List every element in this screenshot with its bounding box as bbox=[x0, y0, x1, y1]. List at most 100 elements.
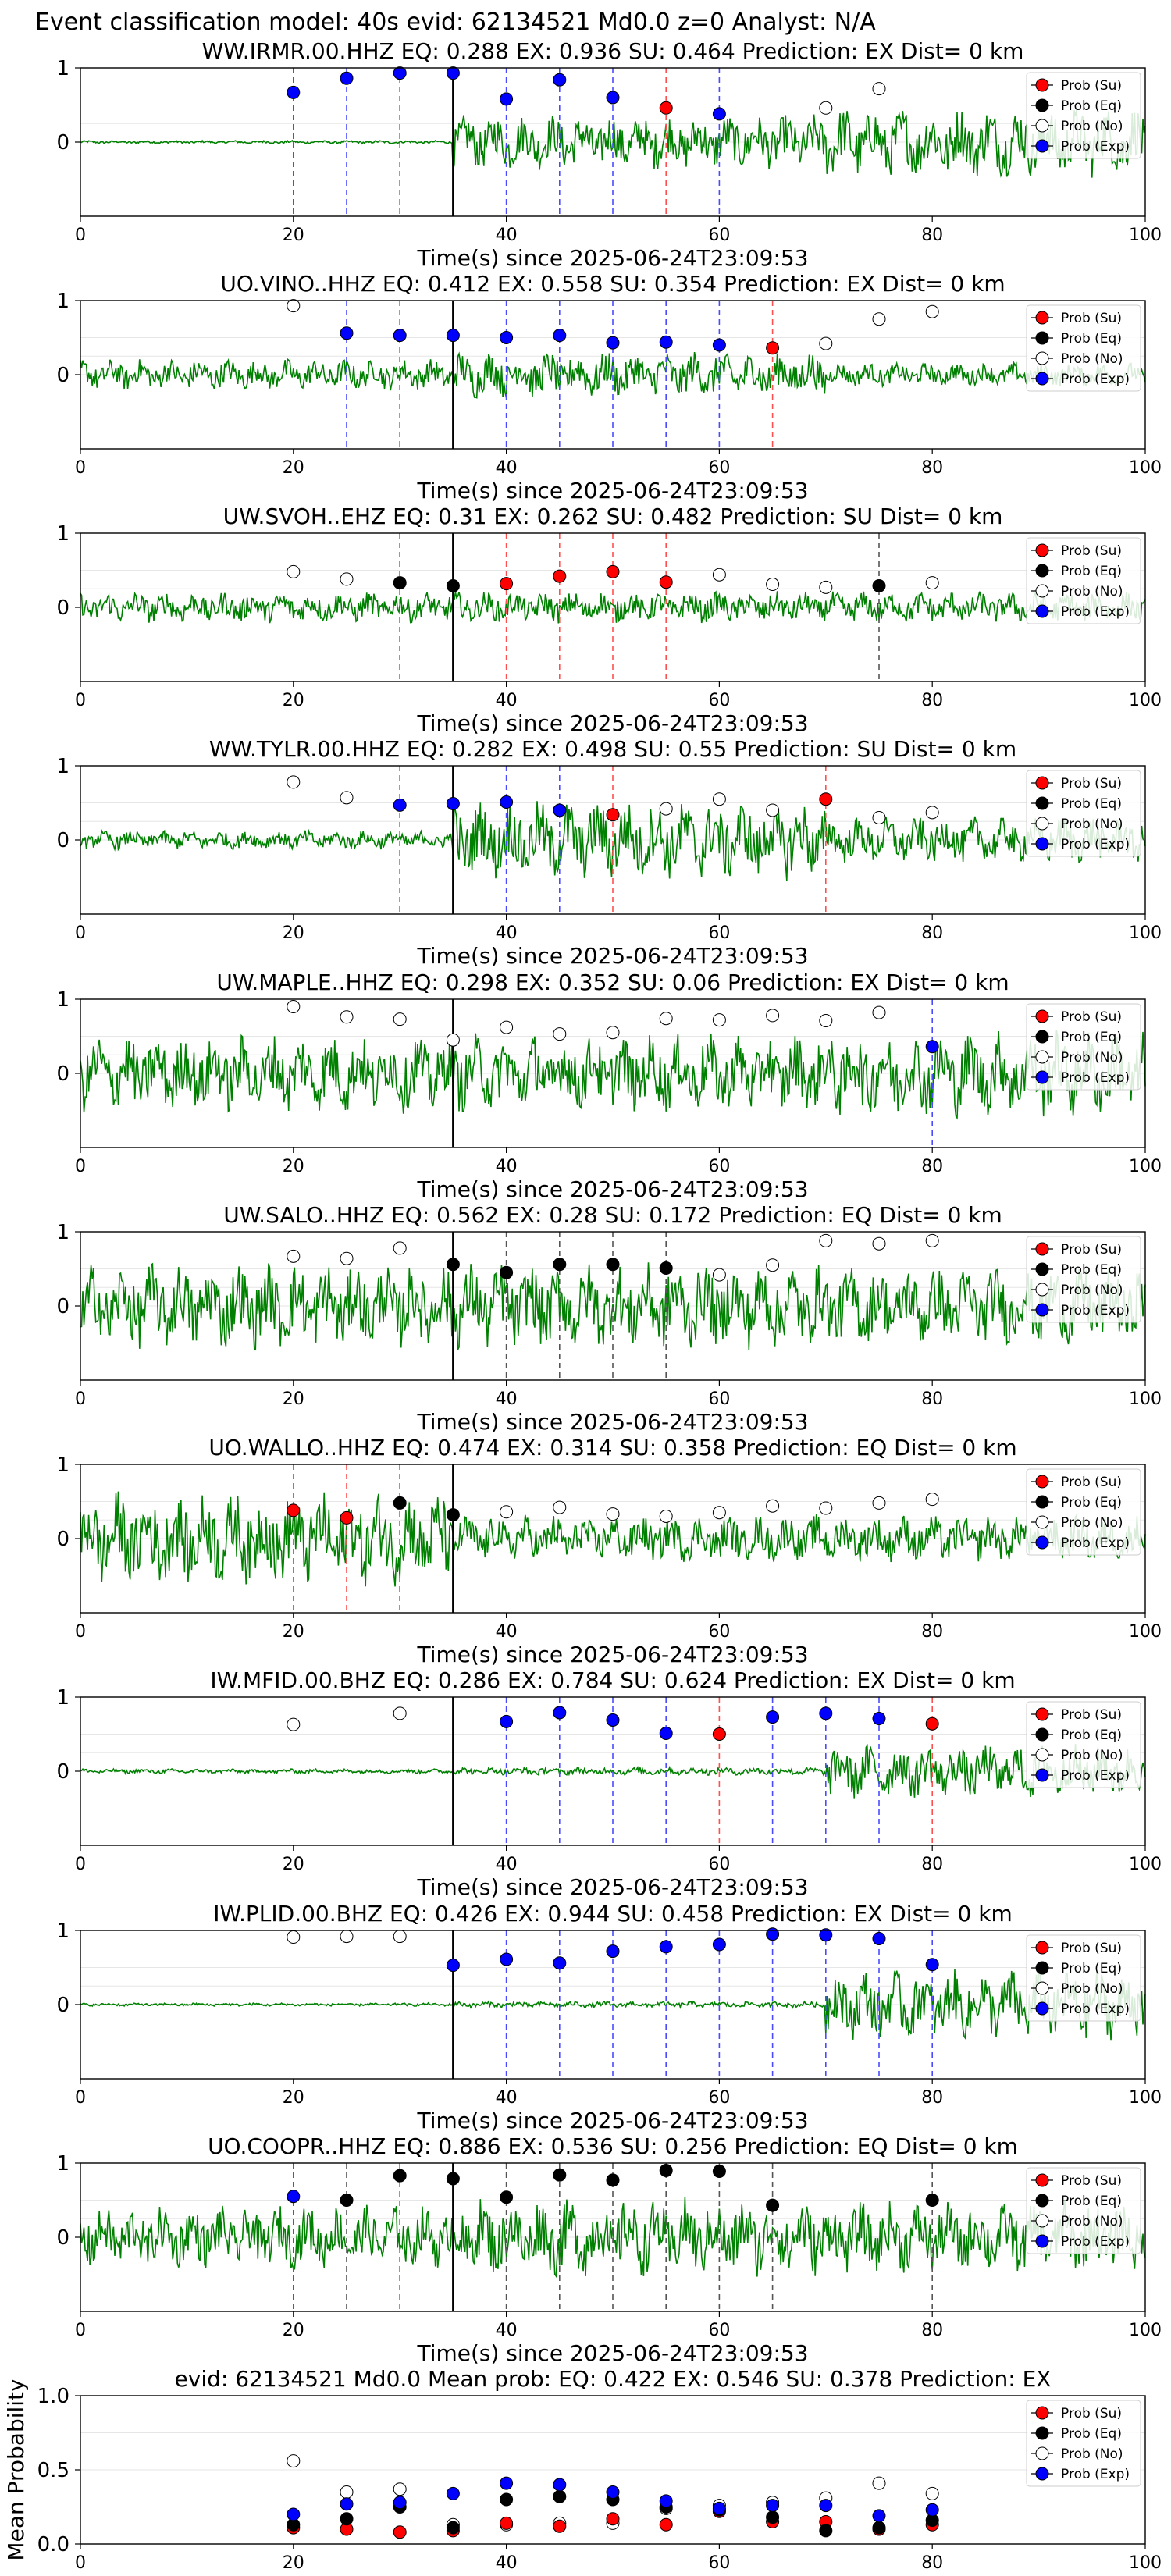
mean-panel-point-eq bbox=[446, 2521, 460, 2535]
panel-7-point-no bbox=[500, 1505, 514, 1519]
panel-4-legend-label-no: Prob (No) bbox=[1061, 817, 1123, 832]
panel-4-legend-marker-exp bbox=[1035, 837, 1049, 851]
panel-4-legend-marker-eq bbox=[1035, 796, 1049, 810]
panel-2-legend-label-no: Prob (No) bbox=[1061, 351, 1123, 367]
panel-8-title: IW.MFID.00.BHZ EQ: 0.286 EX: 0.784 SU: 0… bbox=[210, 1667, 1015, 1693]
panel-2-xlabel: Time(s) since 2025-06-24T23:09:53 bbox=[416, 478, 808, 503]
panel-10-legend-label-su: Prob (Su) bbox=[1061, 2173, 1122, 2189]
panel-6-legend-label-no: Prob (No) bbox=[1061, 1283, 1123, 1298]
panel-6-point-eq bbox=[500, 1265, 514, 1279]
panel-5-title: UW.MAPLE..HHZ EQ: 0.298 EX: 0.352 SU: 0.… bbox=[216, 970, 1009, 995]
panel-4-point-exp bbox=[393, 798, 407, 812]
panel-9-xtick-label: 40 bbox=[496, 2088, 518, 2108]
panel-5-xtick-label: 0 bbox=[75, 1157, 86, 1176]
panel-10-xtick-label: 40 bbox=[496, 2321, 518, 2340]
panel-9-legend-label-eq: Prob (Eq) bbox=[1061, 1961, 1122, 1976]
mean-panel-point-no bbox=[287, 2454, 301, 2468]
panel-5-point-no bbox=[712, 1013, 726, 1027]
panel-6-point-no bbox=[712, 1268, 726, 1282]
panel-6-title: UW.SALO..HHZ EQ: 0.562 EX: 0.28 SU: 0.17… bbox=[223, 1202, 1002, 1228]
panel-8-waveform bbox=[80, 1743, 1146, 1799]
panel-5-point-no bbox=[287, 1000, 301, 1013]
panel-7-legend-marker-eq bbox=[1035, 1495, 1049, 1509]
panel-6-legend-marker-eq bbox=[1035, 1262, 1049, 1276]
panel-3-point-su bbox=[659, 575, 673, 589]
panel-10-point-eq bbox=[766, 2198, 780, 2212]
panel-3-point-eq bbox=[446, 578, 460, 592]
panel-10-point-eq bbox=[393, 2169, 407, 2183]
panel-9-point-exp bbox=[766, 1927, 780, 1941]
panel-8-xtick-label: 60 bbox=[708, 1855, 730, 1874]
mean-panel-xtick-label: 0 bbox=[75, 2553, 86, 2573]
panel-3-point-no bbox=[712, 568, 726, 582]
panel-2-legend-marker-su bbox=[1035, 311, 1049, 325]
panel-5-legend-box bbox=[1026, 1003, 1141, 1091]
panel-5-xtick-label: 20 bbox=[283, 1157, 304, 1176]
panel-6-point-no bbox=[819, 1233, 833, 1247]
panel-2-point-exp bbox=[446, 329, 460, 343]
panel-2-legend-label-exp: Prob (Exp) bbox=[1061, 372, 1130, 387]
panel-5-xtick-label: 40 bbox=[496, 1157, 518, 1176]
panel-9-point-exp bbox=[500, 1952, 514, 1966]
panel-3-legend-marker-eq bbox=[1035, 564, 1049, 578]
panel-5-point-no bbox=[393, 1012, 407, 1026]
mean-panel-legend-marker-su bbox=[1035, 2406, 1049, 2420]
mean-panel-point-exp bbox=[819, 2499, 833, 2513]
panel-8-point-su bbox=[925, 1717, 939, 1731]
mean-panel-point-no bbox=[925, 2486, 939, 2500]
panel-9-xlabel: Time(s) since 2025-06-24T23:09:53 bbox=[416, 2108, 808, 2133]
panel-8-xtick-label: 0 bbox=[75, 1855, 86, 1874]
panel-3-xtick-label: 100 bbox=[1129, 691, 1162, 710]
panel-1-xtick-label: 100 bbox=[1129, 226, 1162, 245]
panel-7-point-no bbox=[712, 1506, 726, 1520]
panel-9-ytick-label: 1 bbox=[56, 1920, 69, 1943]
mean-panel-ylabel: Mean Probability bbox=[3, 2379, 29, 2560]
panel-1-point-exp bbox=[606, 91, 620, 105]
panel-10-xtick-label: 60 bbox=[708, 2321, 730, 2340]
panel-6-point-no bbox=[766, 1258, 780, 1272]
panel-9-legend-label-exp: Prob (Exp) bbox=[1061, 2001, 1130, 2017]
panel-1-legend-label-no: Prob (No) bbox=[1061, 119, 1123, 134]
panel-8-xtick-label: 100 bbox=[1129, 1855, 1162, 1874]
panel-3-ytick-label: 0 bbox=[56, 596, 69, 620]
panel-10: UO.COOPR..HHZ EQ: 0.886 EX: 0.536 SU: 0.… bbox=[56, 2133, 1162, 2366]
panel-3-xtick-label: 80 bbox=[921, 691, 943, 710]
panel-7-point-su bbox=[287, 1503, 301, 1517]
panel-4-point-su bbox=[606, 808, 620, 822]
mean-panel-point-exp bbox=[712, 2501, 726, 2515]
panel-4-ytick-label: 1 bbox=[56, 755, 69, 778]
panel-1-point-no bbox=[819, 101, 833, 115]
panel-9-legend-label-no: Prob (No) bbox=[1061, 1981, 1123, 1997]
panel-10-xtick-label: 20 bbox=[283, 2321, 304, 2340]
panel-9-legend-label-su: Prob (Su) bbox=[1061, 1941, 1122, 1956]
panel-6-xtick-label: 60 bbox=[708, 1389, 730, 1409]
mean-panel-point-exp bbox=[287, 2507, 301, 2521]
panel-3-legend-marker-no bbox=[1035, 584, 1049, 598]
panel-1-xtick-label: 60 bbox=[708, 226, 730, 245]
panel-8-xtick-label: 40 bbox=[496, 1855, 518, 1874]
panel-2-point-no bbox=[872, 312, 886, 326]
panel-10-waveform bbox=[80, 2197, 1146, 2279]
panel-6-legend-box bbox=[1026, 1236, 1141, 1323]
mean-panel-point-exp bbox=[446, 2486, 460, 2500]
mean-panel-point-exp bbox=[500, 2476, 514, 2490]
panel-5-legend-label-eq: Prob (Eq) bbox=[1061, 1030, 1122, 1045]
panel-7-title: UO.WALLO..HHZ EQ: 0.474 EX: 0.314 SU: 0.… bbox=[208, 1435, 1016, 1461]
mean-panel-point-eq bbox=[819, 2524, 833, 2538]
panel-1-legend-marker-eq bbox=[1035, 98, 1049, 112]
mean-panel-xtick-label: 60 bbox=[708, 2553, 730, 2573]
panel-9-legend-box bbox=[1026, 1934, 1141, 2022]
panel-3-title: UW.SVOH..EHZ EQ: 0.31 EX: 0.262 SU: 0.48… bbox=[223, 503, 1003, 529]
panel-6-point-no bbox=[287, 1249, 301, 1263]
panel-6-point-eq bbox=[606, 1258, 620, 1272]
panel-3-xlabel: Time(s) since 2025-06-24T23:09:53 bbox=[416, 710, 808, 736]
panel-9-point-exp bbox=[925, 1958, 939, 1972]
panel-4-point-no bbox=[712, 792, 726, 806]
mean-panel-legend-marker-no bbox=[1035, 2446, 1049, 2460]
panel-8-legend-marker-no bbox=[1035, 1748, 1049, 1762]
panel-8-point-exp bbox=[659, 1727, 673, 1741]
panel-2-xtick-label: 80 bbox=[921, 458, 943, 478]
panel-2-point-exp bbox=[712, 338, 726, 352]
panel-1-xtick-label: 0 bbox=[75, 226, 86, 245]
panel-3-xtick-label: 20 bbox=[283, 691, 304, 710]
